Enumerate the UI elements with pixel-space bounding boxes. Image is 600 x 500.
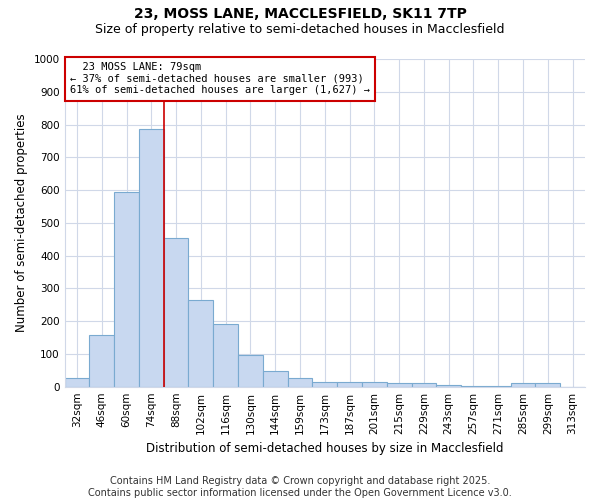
Bar [188, 300, 213, 386]
Bar [436, 385, 461, 386]
Bar [139, 130, 164, 386]
Bar [238, 354, 263, 386]
X-axis label: Distribution of semi-detached houses by size in Macclesfield: Distribution of semi-detached houses by … [146, 442, 503, 455]
Bar [511, 384, 535, 386]
Y-axis label: Number of semi-detached properties: Number of semi-detached properties [15, 114, 28, 332]
Bar [114, 192, 139, 386]
Bar [65, 378, 89, 386]
Bar [164, 238, 188, 386]
Bar [287, 378, 313, 386]
Bar [213, 324, 238, 386]
Bar [337, 382, 362, 386]
Bar [535, 384, 560, 386]
Text: Contains HM Land Registry data © Crown copyright and database right 2025.
Contai: Contains HM Land Registry data © Crown c… [88, 476, 512, 498]
Bar [412, 384, 436, 386]
Bar [387, 382, 412, 386]
Text: 23 MOSS LANE: 79sqm
← 37% of semi-detached houses are smaller (993)
61% of semi-: 23 MOSS LANE: 79sqm ← 37% of semi-detach… [70, 62, 370, 96]
Text: Size of property relative to semi-detached houses in Macclesfield: Size of property relative to semi-detach… [95, 22, 505, 36]
Bar [89, 335, 114, 386]
Text: 23, MOSS LANE, MACCLESFIELD, SK11 7TP: 23, MOSS LANE, MACCLESFIELD, SK11 7TP [134, 8, 466, 22]
Bar [362, 382, 387, 386]
Bar [263, 372, 287, 386]
Bar [313, 382, 337, 386]
